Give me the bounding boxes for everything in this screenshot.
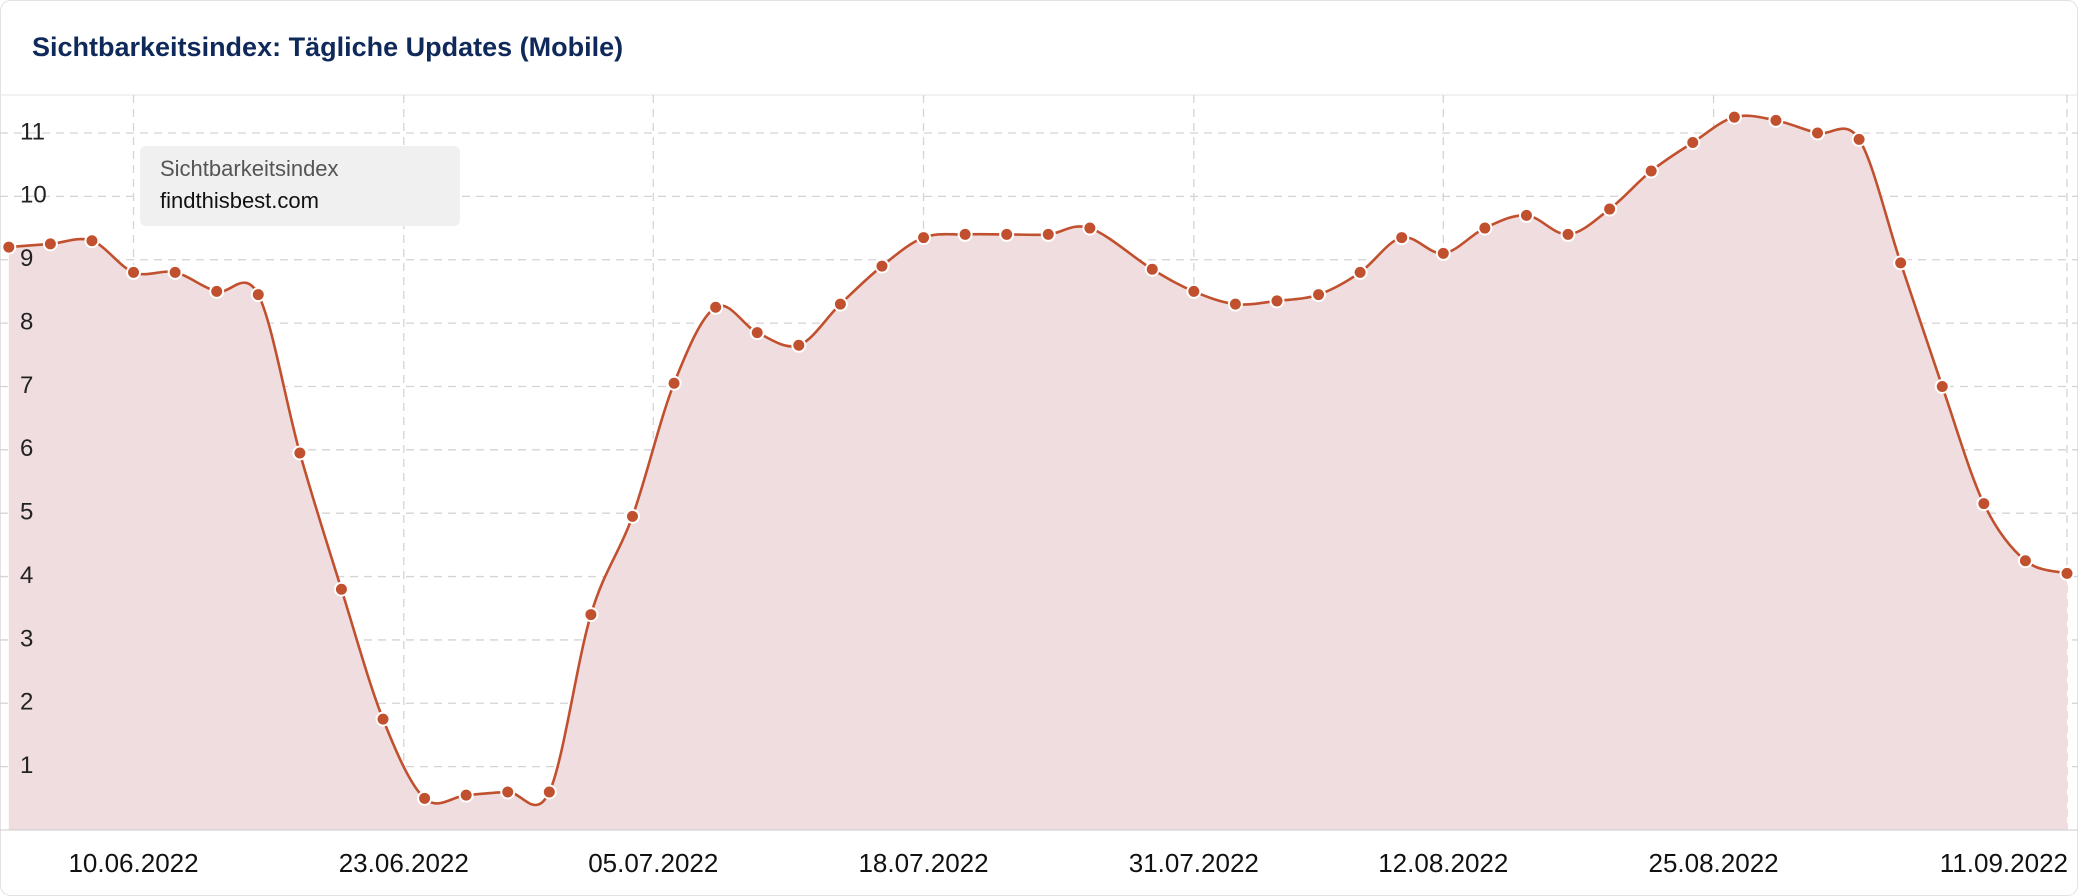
point (624, 508, 640, 524)
plot (0, 95, 2078, 830)
point (1269, 293, 1285, 309)
point (1082, 220, 1098, 236)
point (209, 283, 225, 299)
point (375, 711, 391, 727)
y-tick-label: 1 (20, 752, 33, 779)
y-tick-label: 11 (20, 118, 45, 145)
point (333, 581, 349, 597)
point (1435, 245, 1451, 261)
point (417, 790, 433, 806)
point (916, 230, 932, 246)
point (1602, 201, 1618, 217)
x-tick-label: 05.07.2022 (588, 848, 718, 878)
y-tick-label: 10 (20, 182, 47, 209)
point (1227, 296, 1243, 312)
point (1810, 125, 1826, 141)
point (1, 239, 17, 255)
point (42, 236, 58, 252)
point (999, 226, 1015, 242)
legend: Sichtbarkeitsindex findthisbest.com (140, 146, 460, 226)
point (874, 258, 890, 274)
y-tick-label: 4 (20, 562, 33, 589)
point (1394, 230, 1410, 246)
point (957, 226, 973, 242)
point (292, 445, 308, 461)
x-tick-label: 25.08.2022 (1648, 848, 1778, 878)
y-tick-label: 3 (20, 625, 33, 652)
legend-title: Sichtbarkeitsindex (160, 156, 339, 181)
point (458, 787, 474, 803)
y-tick-label: 6 (20, 435, 33, 462)
x-tick-label: 31.07.2022 (1129, 848, 1259, 878)
point (1560, 226, 1576, 242)
point (541, 784, 557, 800)
point (1144, 261, 1160, 277)
point (832, 296, 848, 312)
y-tick-label: 8 (20, 308, 33, 335)
chart-title: Sichtbarkeitsindex: Tägliche Updates (Mo… (32, 32, 623, 62)
area (8, 115, 2067, 830)
point (1352, 264, 1368, 280)
point (1311, 287, 1327, 303)
legend-entry: findthisbest.com (160, 188, 319, 213)
point (1186, 283, 1202, 299)
point (250, 287, 266, 303)
y-tick-label: 2 (20, 689, 33, 716)
point (1851, 131, 1867, 147)
point (1477, 220, 1493, 236)
point (708, 299, 724, 315)
point (1685, 135, 1701, 151)
point (1726, 109, 1742, 125)
point (1040, 226, 1056, 242)
y-tick-label: 9 (20, 245, 33, 272)
point (1518, 207, 1534, 223)
y-tick-label: 5 (20, 499, 33, 526)
point (2059, 565, 2075, 581)
x-tick-label: 18.07.2022 (858, 848, 988, 878)
x-tick-label: 12.08.2022 (1378, 848, 1508, 878)
point (126, 264, 142, 280)
x-tick-label: 11.09.2022 (1940, 848, 2068, 878)
point (1643, 163, 1659, 179)
point (1976, 496, 1992, 512)
point (666, 375, 682, 391)
point (500, 784, 516, 800)
point (1768, 112, 1784, 128)
point (791, 337, 807, 353)
y-tick-label: 7 (20, 372, 33, 399)
x-tick-label: 23.06.2022 (339, 848, 469, 878)
point (583, 607, 599, 623)
point (84, 233, 100, 249)
point (1934, 378, 1950, 394)
x-tick-label: 10.06.2022 (68, 848, 198, 878)
point (1893, 255, 1909, 271)
legend-box (140, 146, 460, 226)
point (167, 264, 183, 280)
point (749, 325, 765, 341)
point (2017, 553, 2033, 569)
